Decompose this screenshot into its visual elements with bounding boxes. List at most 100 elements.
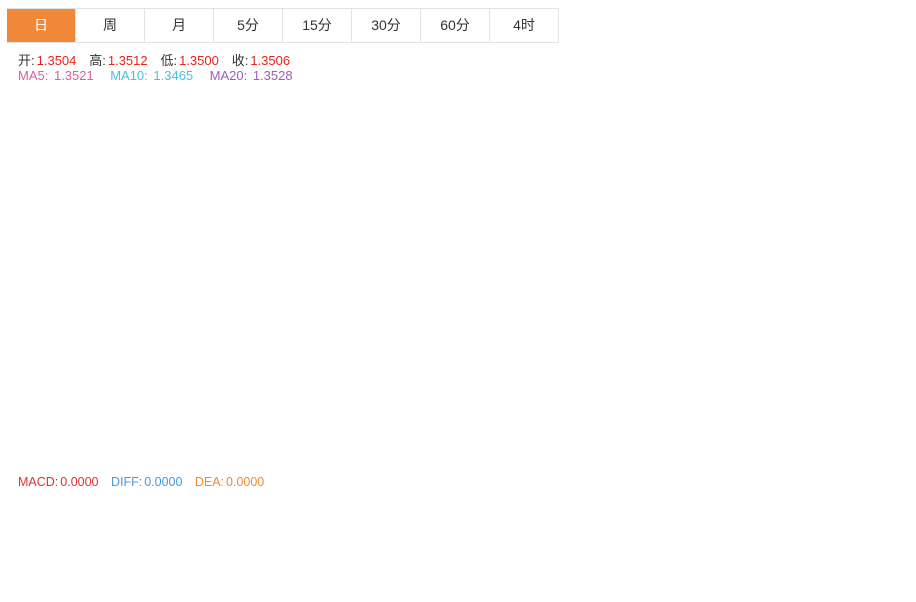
tab-4[interactable]: 15分 [283,9,352,42]
price-tick-label: 1.3431 [843,285,880,299]
price-tick-label: 1.3530 [843,229,880,243]
macd-bar [510,509,520,534]
candle-down [714,299,724,302]
price-tick-label: 1.3826 [843,61,880,75]
macd-bar [342,533,352,537]
macd-bar [246,516,256,534]
candle-up [450,285,460,288]
tab-0[interactable]: 日 [7,9,76,42]
tab-2[interactable]: 月 [145,9,214,42]
macd-bar [654,533,664,565]
candle-down [342,228,352,255]
diff-value: 0.0000 [144,475,183,489]
macd-bar [282,518,292,534]
candle-up [186,233,196,303]
price-tick-label: 1.3135 [843,453,880,467]
tab-3[interactable]: 5分 [214,9,283,42]
macd-bar [18,527,28,534]
candle-up [750,238,760,262]
macd-bar [594,533,604,538]
macd-bar [726,533,736,574]
candle-down [510,126,520,131]
ma5-label: MA5: [18,68,49,83]
tab-7[interactable]: 4时 [490,9,559,42]
candle-up [90,362,100,440]
macd-bar [606,533,616,546]
candle-down [78,392,88,438]
macd-bar [30,530,40,534]
macd-bar [450,533,460,561]
macd-bar [426,533,436,559]
candle-down [306,216,316,241]
macd-bar [714,533,724,577]
candle-down [438,279,448,285]
macd-bar [474,533,484,541]
macd-bar [54,533,64,536]
macd-bar [174,511,184,534]
candle-up [786,249,796,252]
ma5-value: 1.3521 [53,68,94,83]
ma20-label: MA20: [209,68,248,83]
candle-up [66,367,76,370]
macd-value: 0.0000 [60,475,99,489]
candle-up [762,208,772,241]
macd-bar [546,507,556,534]
price-tick-label: 1.3727 [843,117,880,131]
open-value: 1.3504 [36,53,77,68]
candle-down [558,116,568,178]
candle-up [474,188,484,248]
macd-bar [438,533,448,561]
dea-label: DEA: [194,475,225,489]
macd-bar [402,533,412,549]
macd-bar [678,533,688,576]
candle-up [546,115,556,127]
ma-readout: MA5: 1.3521 MA10: 1.3465 MA20: 1.3528 [18,68,295,83]
price-tick-label: 1.3233 [843,397,880,411]
candle-up [462,241,472,314]
candle-up [282,224,292,249]
macd-tick-label: 0.0005 [843,527,880,541]
diff-label: DIFF: [110,475,143,489]
tab-1[interactable]: 周 [76,9,145,42]
ma10-line [10,146,792,379]
macd-bar [234,509,244,534]
macd-tick-label: -0.0077 [843,582,884,596]
macd-bar [222,504,232,534]
macd-bar [270,518,280,534]
macd-bar [150,520,160,534]
macd-bar [762,533,772,537]
candle-up [666,257,676,260]
price-tick-label: 1.3628 [843,173,880,187]
period-tabs: 日周月 5分 15分 30分 60分 4时 [7,8,559,43]
candle-up [174,300,184,303]
macd-label: MACD: [18,475,59,489]
macd-bar [666,533,676,569]
ohlc-readout: 开: 1.3504 高: 1.3512 低: 1.3500 收: 1.3506 [18,50,292,69]
macd-bar [90,533,100,540]
macd-bar [462,533,472,554]
candle-up [390,211,400,224]
candle-down [246,262,256,279]
candle-down [30,331,40,374]
macd-bar [702,533,712,581]
macd-bar [390,533,400,536]
candle-up [54,368,64,399]
candle-up [138,332,148,386]
high-value: 1.3512 [107,53,148,68]
candle-up [486,160,496,190]
macd-bar [774,533,784,536]
candle-down [42,376,52,399]
close-label: 收: [231,53,249,68]
candle-down [210,220,220,252]
candle-down [678,260,688,297]
candle-down [618,197,628,203]
macd-bar [534,507,544,534]
macd-bar [66,533,76,536]
macd-bar [318,528,328,534]
tab-6[interactable]: 60分 [421,9,490,42]
macd-bar [138,527,148,534]
tab-5[interactable]: 30分 [352,9,421,42]
macd-bar [330,529,340,534]
candle-up [6,370,16,391]
